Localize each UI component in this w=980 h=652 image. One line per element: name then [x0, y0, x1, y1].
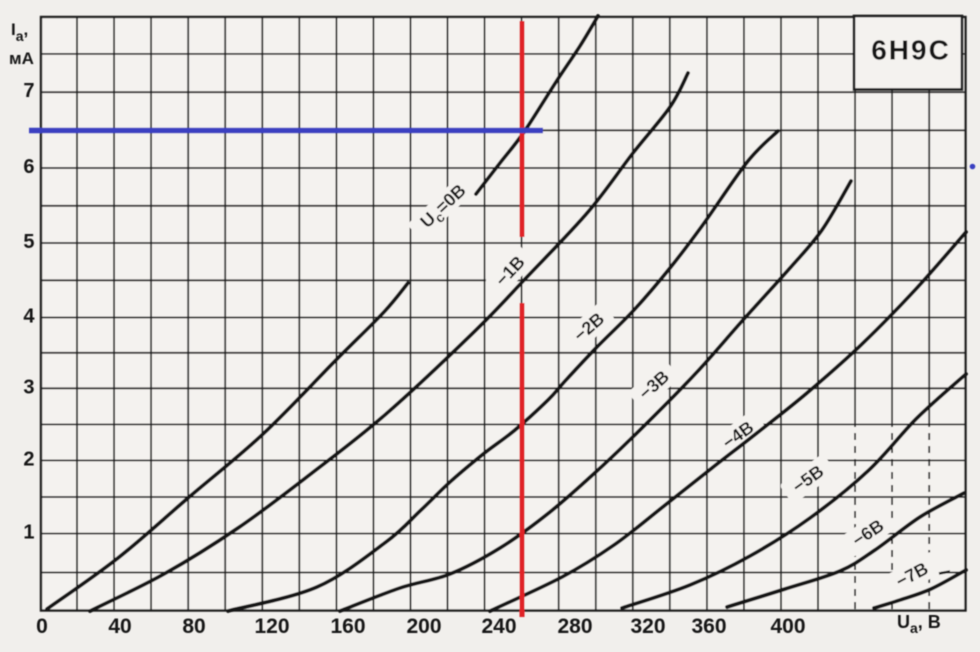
svg-text:240: 240 [481, 615, 516, 638]
svg-text:3: 3 [23, 376, 34, 398]
svg-text:200: 200 [406, 615, 441, 638]
svg-text:120: 120 [254, 615, 289, 638]
svg-text:5: 5 [23, 231, 34, 253]
svg-text:400: 400 [770, 615, 805, 638]
svg-text:6: 6 [23, 156, 34, 178]
svg-text:40: 40 [108, 615, 131, 638]
svg-text:280: 280 [557, 615, 592, 638]
svg-text:320: 320 [630, 615, 665, 638]
svg-text:2: 2 [23, 448, 34, 470]
svg-text:1: 1 [23, 522, 34, 544]
svg-text:Iа,: Iа, [11, 20, 28, 44]
svg-text:7: 7 [23, 80, 34, 102]
svg-text:160: 160 [330, 615, 365, 638]
svg-text:80: 80 [182, 615, 205, 638]
svg-text:6Н9С: 6Н9С [871, 35, 951, 66]
svg-text:4: 4 [23, 306, 35, 328]
svg-text:0: 0 [36, 615, 48, 638]
svg-text:мА: мА [9, 49, 34, 68]
svg-text:360: 360 [691, 615, 726, 638]
